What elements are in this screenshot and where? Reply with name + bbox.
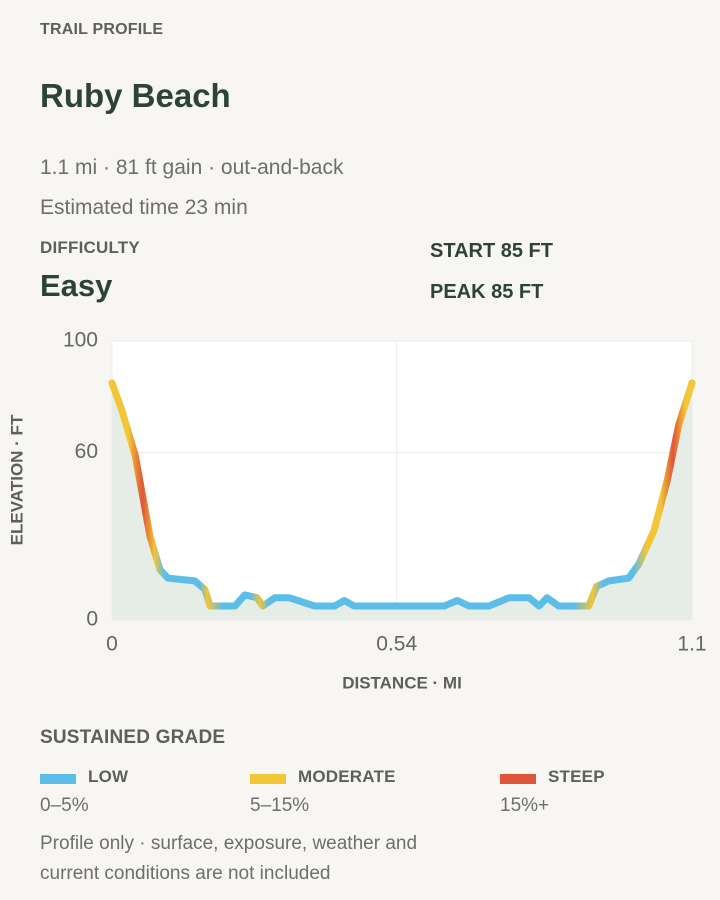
legend-range: 15%+ <box>500 795 550 816</box>
legend-name: LOW <box>88 767 129 786</box>
difficulty-label: DIFFICULTY <box>40 238 140 257</box>
legend-swatch <box>250 774 286 784</box>
note: Profile only · surface, exposure, weathe… <box>40 833 418 854</box>
title: Ruby Beach <box>40 77 231 114</box>
note: current conditions are not included <box>40 863 331 884</box>
legend-title: SUSTAINED GRADE <box>40 727 226 748</box>
x-tick-label: 0 <box>106 633 118 656</box>
y-axis-label: ELEVATION · FT <box>7 414 26 545</box>
y-tick-label: 100 <box>63 329 98 352</box>
summary: 1.1 mi · 81 ft gain · out-and-back <box>40 156 344 179</box>
eyebrow: TRAIL PROFILE <box>40 21 164 38</box>
elevation-line <box>108 379 696 610</box>
legend-name: STEEP <box>548 767 605 786</box>
x-tick-label: 0.54 <box>376 633 417 656</box>
difficulty: Easy <box>40 268 113 303</box>
y-tick-label: 60 <box>75 440 98 463</box>
y-tick-label: 0 <box>86 608 98 631</box>
peak-stat: PEAK 85 FT <box>430 281 544 303</box>
start-stat: START 85 FT <box>430 240 553 262</box>
legend-range: 0–5% <box>40 795 89 816</box>
legend-range: 5–15% <box>250 795 310 816</box>
x-axis-label: DISTANCE · MI <box>342 673 462 692</box>
legend-name: MODERATE <box>298 767 396 786</box>
legend-swatch <box>500 774 536 784</box>
plot-area <box>112 341 692 620</box>
x-tick-label: 1.1 <box>677 633 706 656</box>
elevation-area <box>112 382 692 620</box>
time: Estimated time 23 min <box>40 196 248 219</box>
legend-swatch <box>40 774 76 784</box>
chart: DISTANCE · MI ELEVATION · FT 0 60 100 0 0.54… <box>7 329 706 693</box>
